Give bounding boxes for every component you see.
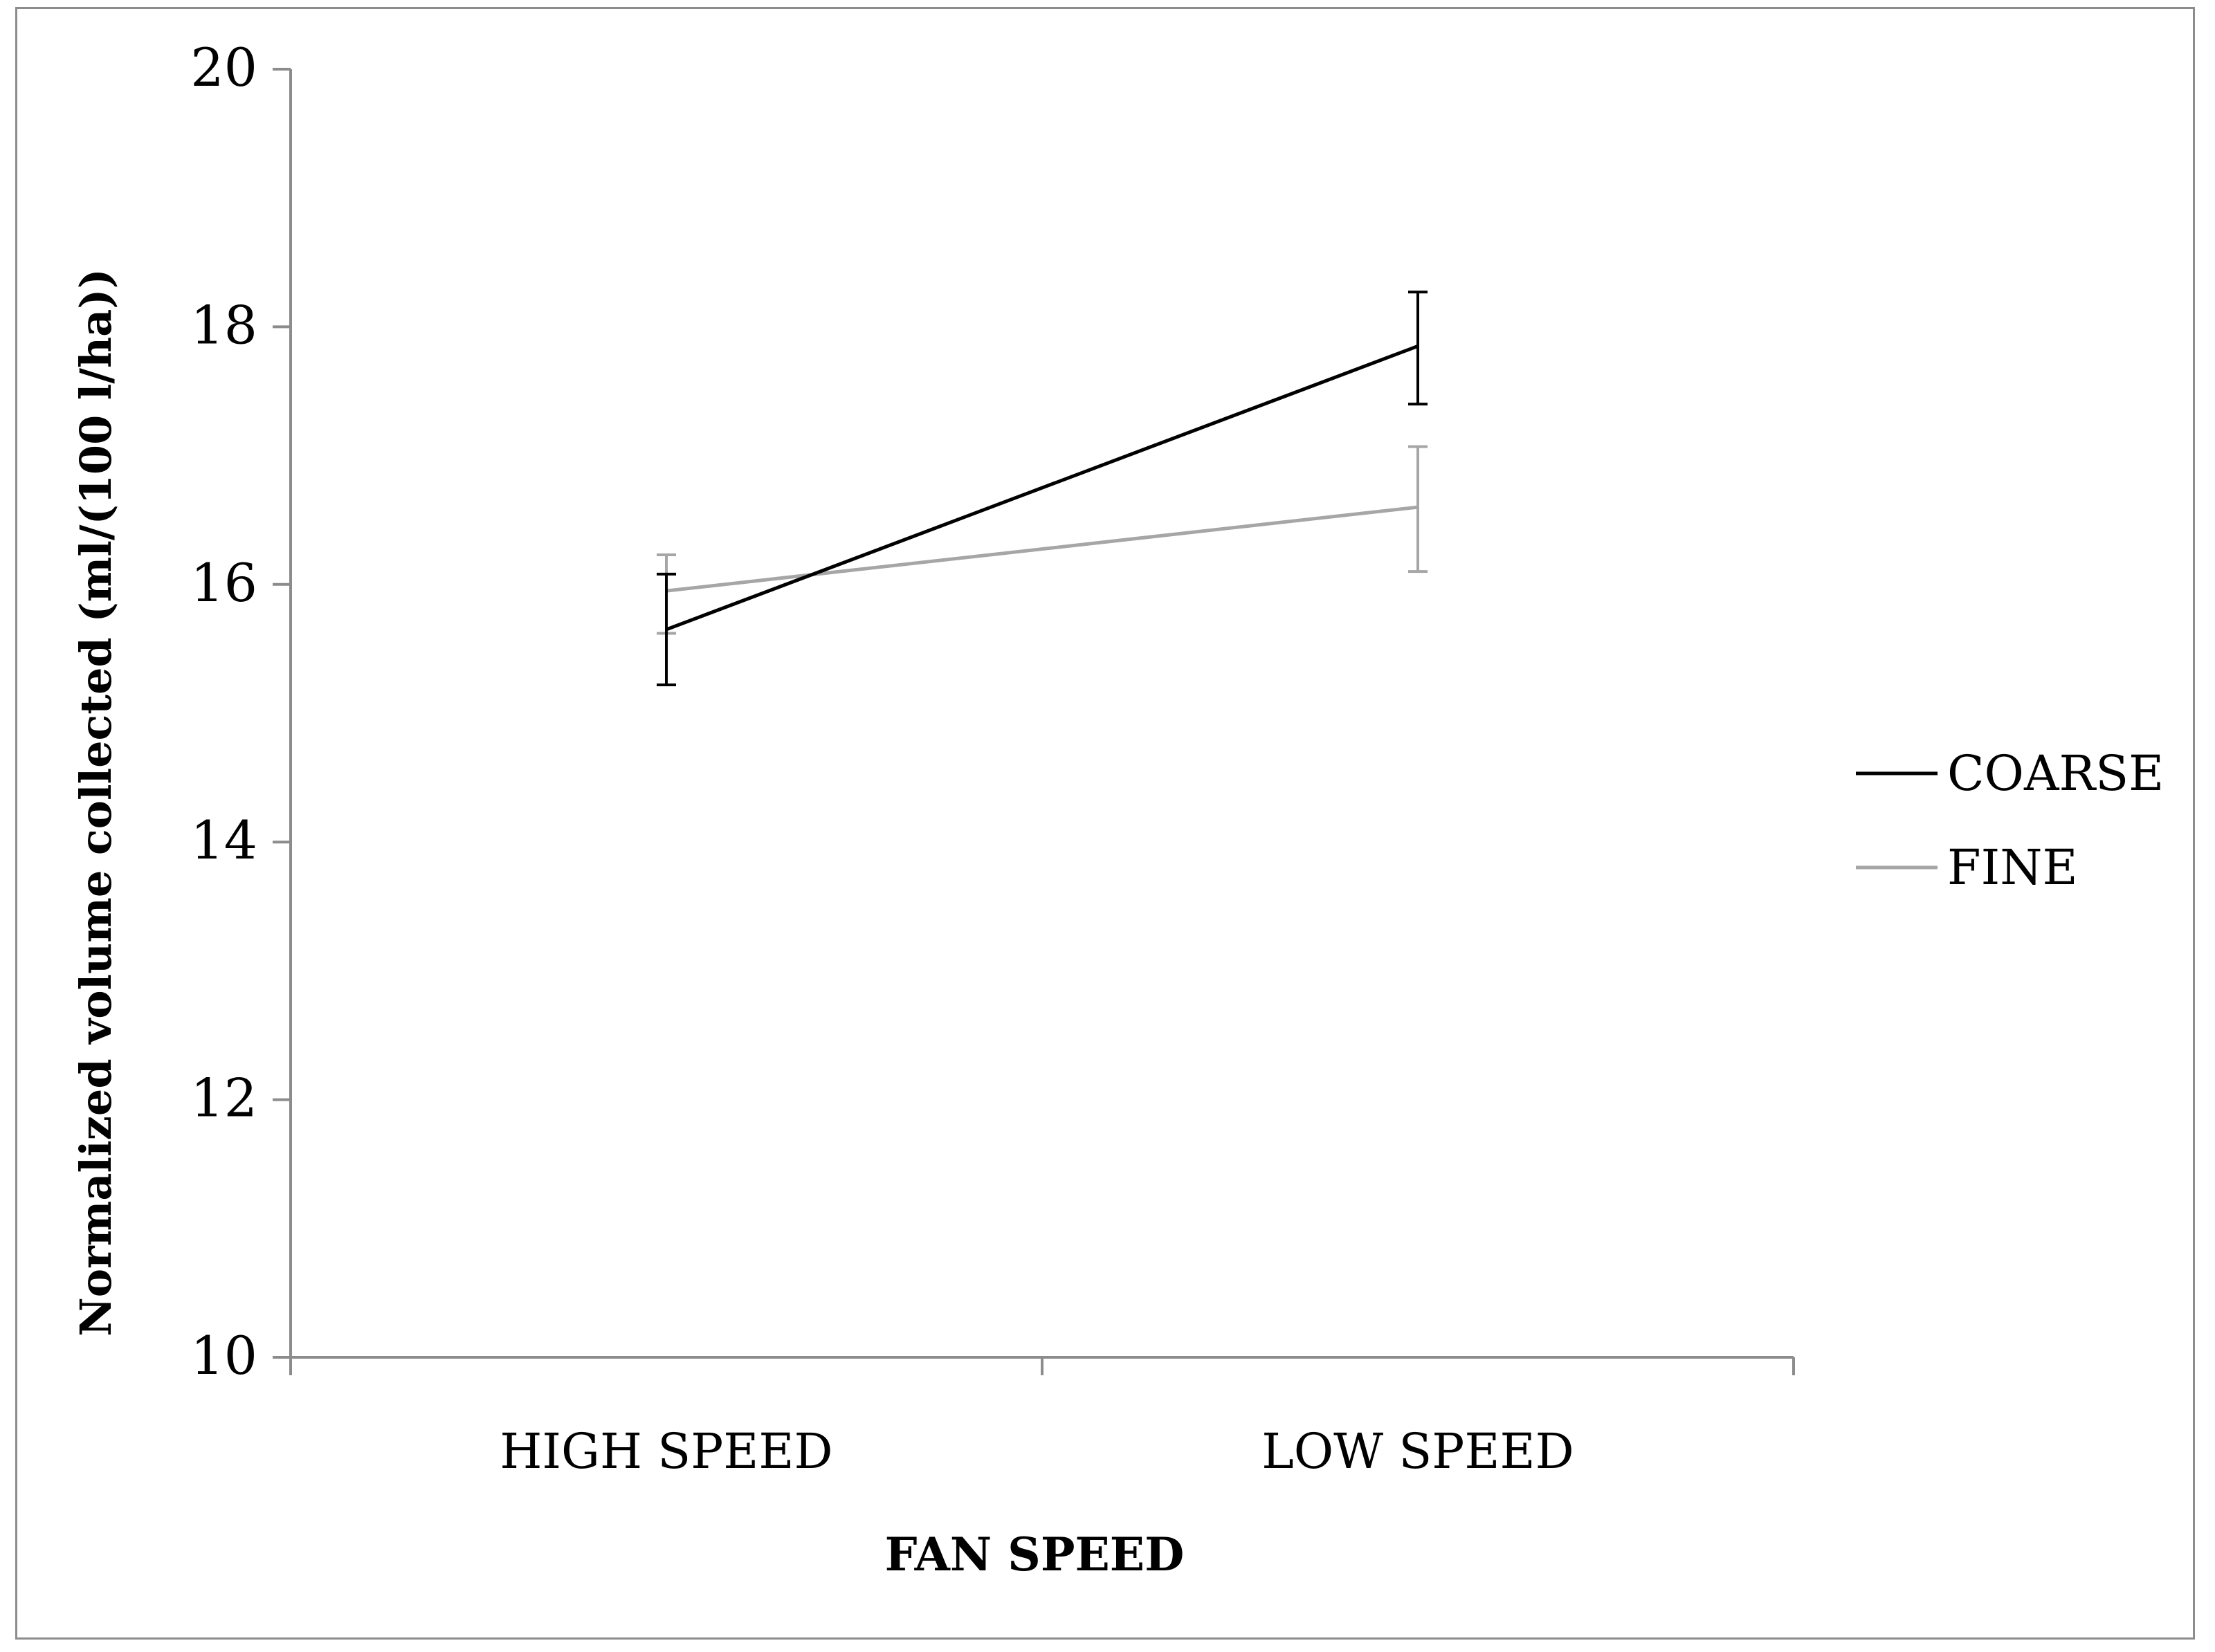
y-tick-label: 16 (190, 552, 257, 614)
x-tick-label: HIGH SPEED (500, 1423, 832, 1480)
series-line (666, 344, 1419, 632)
y-tick-label: 18 (190, 294, 257, 356)
y-axis-label: Normalized volume collected (ml/(100 l/h… (71, 268, 121, 1337)
chart-frame (15, 7, 2195, 1640)
y-tick-label: 20 (190, 37, 257, 98)
series-line (666, 505, 1419, 593)
y-tick-label: 14 (190, 809, 257, 871)
legend-label: FINE (1947, 839, 2078, 896)
axes: 10 12 14 16 18 20 HIGH SPEED LOW SPEED (190, 37, 1795, 1480)
series-layer (657, 291, 1428, 687)
series-coarse (657, 291, 1428, 687)
legend-label: COARSE (1947, 745, 2164, 802)
series-fine (657, 445, 1428, 635)
legend: COARSE FINE (1856, 745, 2164, 896)
x-tick-label: LOW SPEED (1261, 1423, 1574, 1480)
y-tick-label: 12 (190, 1067, 257, 1129)
x-axis-label: FAN SPEED (885, 1527, 1185, 1581)
y-tick-label: 10 (190, 1325, 257, 1386)
